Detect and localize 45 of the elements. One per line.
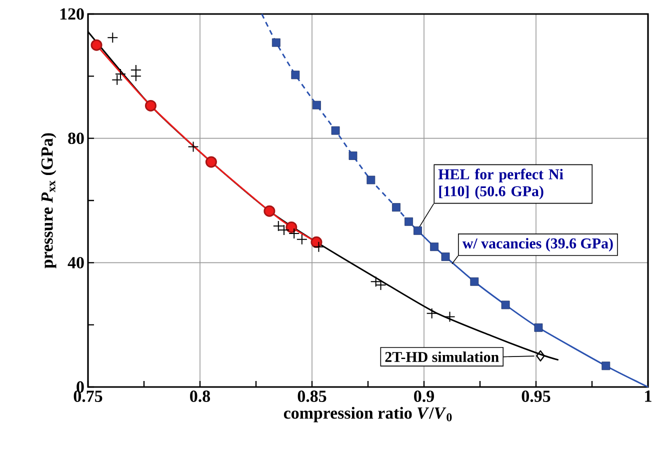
point xyxy=(392,203,400,212)
point xyxy=(272,38,280,47)
point xyxy=(205,156,217,168)
point xyxy=(310,236,322,248)
point xyxy=(602,362,610,370)
point xyxy=(331,126,340,135)
point xyxy=(264,205,276,217)
y-tick-label: 120 xyxy=(60,8,84,20)
point xyxy=(534,323,543,332)
point xyxy=(188,141,199,152)
x-tick-label: 0.85 xyxy=(298,390,326,402)
point xyxy=(312,100,321,110)
point xyxy=(130,70,142,82)
y-tick-label: 0 xyxy=(76,381,84,393)
point xyxy=(286,221,298,233)
y-axis-title: pressure P$_{xx}$ (GPa) xyxy=(40,133,56,268)
point xyxy=(90,39,102,51)
point xyxy=(144,100,156,112)
x-axis-title: compression ratio V/V$_{0}$ xyxy=(284,406,452,422)
x-tick-label: 0.9 xyxy=(414,390,434,402)
point xyxy=(112,74,123,86)
x-tick-label: 0.95 xyxy=(522,390,550,402)
x-tick-label: 1 xyxy=(645,390,652,402)
point xyxy=(348,152,358,160)
point xyxy=(426,308,438,319)
point xyxy=(313,241,324,252)
annotation: 2T-HD simulation xyxy=(385,352,499,362)
annotation: HEL for perfect Ni [110] (50.6 GPa) xyxy=(438,168,564,200)
point xyxy=(114,68,126,80)
point xyxy=(536,350,545,362)
point xyxy=(501,300,510,310)
y-tick-label: 40 xyxy=(68,256,84,268)
point xyxy=(470,277,479,286)
point xyxy=(404,217,413,226)
point xyxy=(430,242,439,252)
y-tick-label: 80 xyxy=(68,132,84,144)
point xyxy=(441,252,450,261)
x-tick-label: 0.75 xyxy=(74,390,102,402)
annotation: w/ vacancies (39.6 GPa) xyxy=(462,238,613,252)
point xyxy=(444,311,456,322)
point xyxy=(414,226,422,235)
x-tick-label: 0.8 xyxy=(190,390,210,402)
point xyxy=(107,32,118,44)
point xyxy=(291,70,300,80)
point xyxy=(366,176,376,184)
